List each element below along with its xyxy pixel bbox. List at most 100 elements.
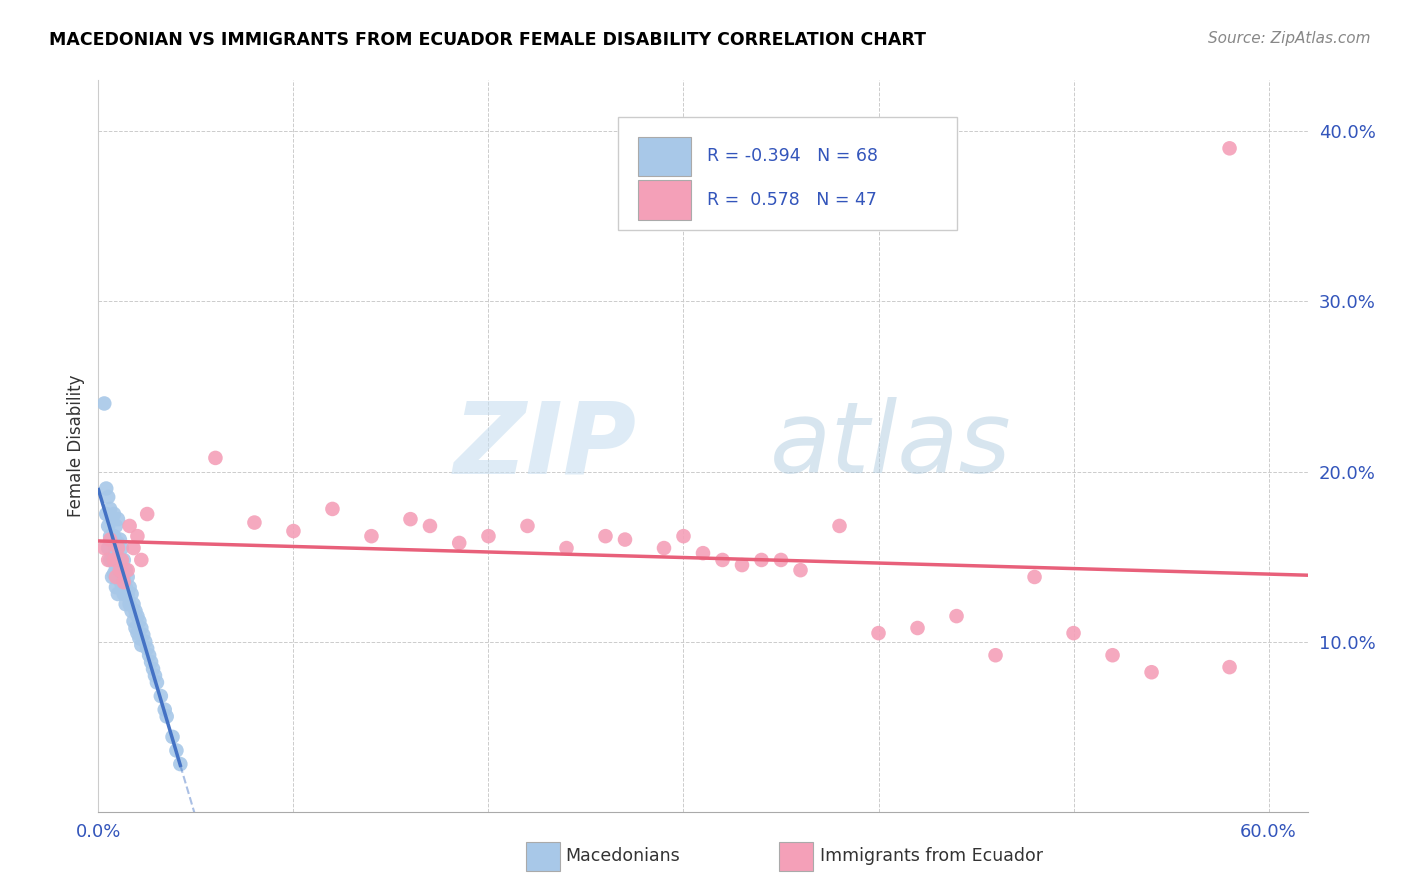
- Point: [103, 549, 125, 564]
- Point: [1219, 141, 1241, 155]
- Point: [103, 566, 125, 581]
- Point: [107, 555, 129, 569]
- Point: [1024, 570, 1046, 584]
- Point: [112, 587, 135, 601]
- Point: [96, 482, 118, 496]
- Point: [122, 541, 145, 555]
- Point: [711, 553, 734, 567]
- Point: [122, 597, 145, 611]
- Point: [652, 541, 675, 555]
- Point: [128, 631, 150, 645]
- Point: [1063, 626, 1085, 640]
- Point: [104, 561, 127, 575]
- Point: [107, 587, 129, 601]
- Point: [1101, 648, 1123, 663]
- FancyBboxPatch shape: [638, 136, 690, 176]
- Point: [692, 546, 714, 560]
- Text: R = -0.394   N = 68: R = -0.394 N = 68: [707, 147, 877, 165]
- Point: [751, 553, 773, 567]
- Point: [672, 529, 695, 543]
- Point: [104, 580, 127, 594]
- Point: [107, 572, 129, 586]
- Point: [114, 597, 136, 611]
- Point: [103, 553, 125, 567]
- Point: [131, 553, 153, 567]
- FancyBboxPatch shape: [638, 180, 690, 220]
- Point: [165, 743, 187, 757]
- Point: [114, 580, 136, 594]
- Point: [97, 553, 120, 567]
- Point: [111, 553, 134, 567]
- Point: [107, 512, 129, 526]
- Point: [93, 541, 115, 555]
- Point: [118, 597, 141, 611]
- Point: [128, 614, 150, 628]
- Point: [142, 662, 165, 676]
- Point: [108, 563, 131, 577]
- Point: [98, 533, 121, 547]
- Point: [97, 490, 120, 504]
- Point: [103, 529, 125, 543]
- Point: [117, 563, 139, 577]
- Text: Immigrants from Ecuador: Immigrants from Ecuador: [820, 847, 1043, 865]
- Point: [731, 558, 754, 572]
- Point: [96, 507, 118, 521]
- Point: [111, 541, 134, 555]
- Point: [121, 604, 143, 618]
- Point: [114, 563, 136, 577]
- FancyBboxPatch shape: [619, 117, 957, 230]
- Point: [124, 621, 146, 635]
- Point: [516, 519, 538, 533]
- Point: [614, 533, 637, 547]
- Point: [93, 396, 115, 410]
- Point: [868, 626, 890, 640]
- Point: [103, 507, 125, 521]
- Point: [107, 536, 129, 550]
- Point: [283, 524, 305, 538]
- Point: [153, 703, 176, 717]
- Point: [97, 519, 120, 533]
- Point: [97, 541, 120, 555]
- Point: [104, 519, 127, 533]
- Point: [112, 570, 135, 584]
- Point: [984, 648, 1007, 663]
- Point: [243, 516, 266, 530]
- Point: [101, 570, 124, 584]
- Point: [945, 609, 967, 624]
- Point: [156, 709, 179, 723]
- Point: [111, 578, 134, 592]
- Point: [139, 655, 162, 669]
- Point: [595, 529, 617, 543]
- Point: [104, 570, 127, 584]
- Point: [769, 553, 792, 567]
- Point: [204, 450, 226, 465]
- Point: [907, 621, 929, 635]
- Text: Macedonians: Macedonians: [565, 847, 681, 865]
- Text: ZIP: ZIP: [454, 398, 637, 494]
- Point: [419, 519, 441, 533]
- Point: [121, 587, 143, 601]
- Text: MACEDONIAN VS IMMIGRANTS FROM ECUADOR FEMALE DISABILITY CORRELATION CHART: MACEDONIAN VS IMMIGRANTS FROM ECUADOR FE…: [49, 31, 927, 49]
- Point: [101, 553, 124, 567]
- Point: [143, 668, 166, 682]
- Point: [169, 757, 191, 772]
- Point: [108, 570, 131, 584]
- Point: [117, 570, 139, 584]
- Point: [136, 507, 159, 521]
- Point: [127, 529, 149, 543]
- Point: [360, 529, 382, 543]
- Point: [101, 533, 124, 547]
- Point: [138, 648, 160, 663]
- Point: [132, 628, 155, 642]
- Point: [104, 541, 127, 555]
- Point: [111, 561, 134, 575]
- Text: Source: ZipAtlas.com: Source: ZipAtlas.com: [1208, 31, 1371, 46]
- Point: [162, 730, 184, 744]
- Point: [127, 609, 149, 624]
- Point: [107, 541, 129, 555]
- Point: [122, 614, 145, 628]
- Y-axis label: Female Disability: Female Disability: [66, 375, 84, 517]
- Point: [112, 575, 135, 590]
- Point: [134, 634, 156, 648]
- Text: R =  0.578   N = 47: R = 0.578 N = 47: [707, 191, 876, 210]
